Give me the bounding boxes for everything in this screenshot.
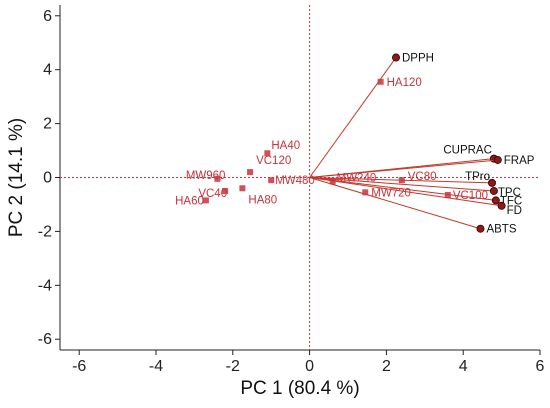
loading-label: TPC	[498, 187, 521, 199]
score-point	[444, 192, 451, 199]
x-tick-label: -2	[226, 358, 240, 375]
loading-point	[487, 178, 496, 187]
loading-vector	[309, 159, 498, 178]
loading-label: FRAP	[504, 155, 535, 167]
y-tick-label: -4	[38, 277, 52, 294]
score-point	[377, 78, 384, 85]
x-tick-label: 0	[305, 358, 314, 375]
score-point	[202, 197, 209, 204]
x-axis-title: PC 1 (80.4 %)	[240, 378, 359, 399]
loading-vector	[309, 177, 502, 207]
y-tick-label: 0	[43, 170, 52, 187]
x-tick-label: -4	[149, 358, 163, 375]
loading-point	[493, 155, 502, 164]
y-tick-label: -2	[38, 223, 52, 240]
loading-point	[497, 201, 506, 210]
loading-label: FD	[507, 205, 522, 217]
x-tick-label: -6	[72, 358, 86, 375]
loading-vector	[309, 177, 496, 201]
loading-label: TPro	[465, 171, 490, 183]
score-label: VC100	[453, 190, 488, 202]
score-point	[214, 175, 221, 182]
y-axis-title: PC 2 (14.1 %)	[6, 118, 27, 237]
loading-vector	[309, 177, 494, 192]
loading-point	[489, 186, 498, 195]
x-tick-label: 6	[536, 358, 545, 375]
score-label: MW240	[337, 173, 377, 185]
y-tick-label: 2	[43, 116, 52, 133]
score-label: HA40	[271, 140, 300, 152]
loading-vector	[309, 177, 481, 230]
score-label: HA80	[248, 194, 277, 206]
x-tick-label: 2	[382, 358, 391, 375]
score-point	[222, 187, 229, 194]
loading-label: TFC	[500, 195, 522, 207]
loading-label: CUPRAC	[443, 145, 492, 157]
score-point	[268, 177, 275, 184]
score-point	[264, 150, 271, 157]
y-tick-label: -6	[38, 331, 52, 348]
loading-point	[476, 224, 485, 233]
x-axis-ticks: -6 -4 -2 0 2 4 6	[72, 350, 545, 375]
score-label: VC40	[198, 188, 227, 200]
loading-label: DPPH	[402, 53, 434, 65]
score-point	[398, 177, 405, 184]
score-label: VC80	[408, 171, 437, 183]
loading-vector	[309, 57, 397, 178]
score-label: MW480	[275, 175, 315, 187]
score-point	[329, 178, 336, 185]
score-point	[239, 185, 246, 192]
score-label: MW720	[371, 187, 411, 199]
loading-point	[391, 53, 400, 62]
loading-point	[491, 196, 500, 205]
score-label: HA60	[175, 195, 204, 207]
score-label: MW960	[186, 170, 226, 182]
score-label: HA120	[387, 77, 422, 89]
y-tick-label: 6	[43, 8, 52, 25]
score-point	[247, 169, 254, 176]
loading-label: ABTS	[486, 224, 516, 236]
y-tick-label: 4	[43, 62, 52, 79]
y-axis-ticks: -6 -4 -2 0 2 4 6	[38, 8, 60, 348]
score-point	[362, 189, 369, 196]
score-label: VC120	[256, 155, 291, 167]
x-tick-label: 4	[459, 358, 468, 375]
